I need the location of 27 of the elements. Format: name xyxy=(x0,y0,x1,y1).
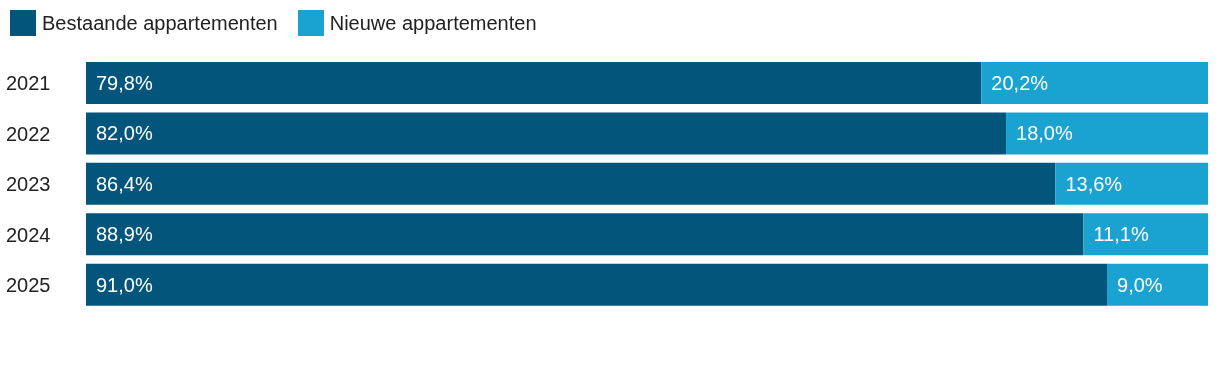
data-label: 82,0% xyxy=(96,122,153,145)
bar xyxy=(981,62,1208,105)
bar xyxy=(86,112,1007,155)
data-label: 88,9% xyxy=(96,223,153,246)
bar xyxy=(1055,162,1208,205)
data-label: 79,8% xyxy=(96,72,153,95)
data-label: 20,2% xyxy=(991,72,1049,95)
data-label: 86,4% xyxy=(96,172,153,195)
bar xyxy=(86,62,982,105)
bar xyxy=(86,263,1108,306)
y-tick-label: 2024 xyxy=(6,223,51,246)
data-label: 91,0% xyxy=(96,273,153,296)
y-tick-label: 2023 xyxy=(6,173,51,196)
bar xyxy=(1006,112,1208,155)
bar xyxy=(86,213,1084,256)
data-label: 18,0% xyxy=(1016,122,1073,145)
legend-label: Bestaande appartementen xyxy=(42,11,278,35)
bar xyxy=(86,162,1056,205)
data-label: 11,1% xyxy=(1093,223,1149,246)
y-tick-label: 2021 xyxy=(6,72,51,95)
data-label: 13,6% xyxy=(1065,172,1123,195)
y-tick-label: 2025 xyxy=(6,273,51,296)
y-tick-label: 2022 xyxy=(6,122,51,145)
legend-label: Nieuwe appartementen xyxy=(329,11,537,35)
bar xyxy=(1107,263,1208,306)
bar xyxy=(1083,213,1208,256)
data-label: 9,0% xyxy=(1117,273,1163,296)
